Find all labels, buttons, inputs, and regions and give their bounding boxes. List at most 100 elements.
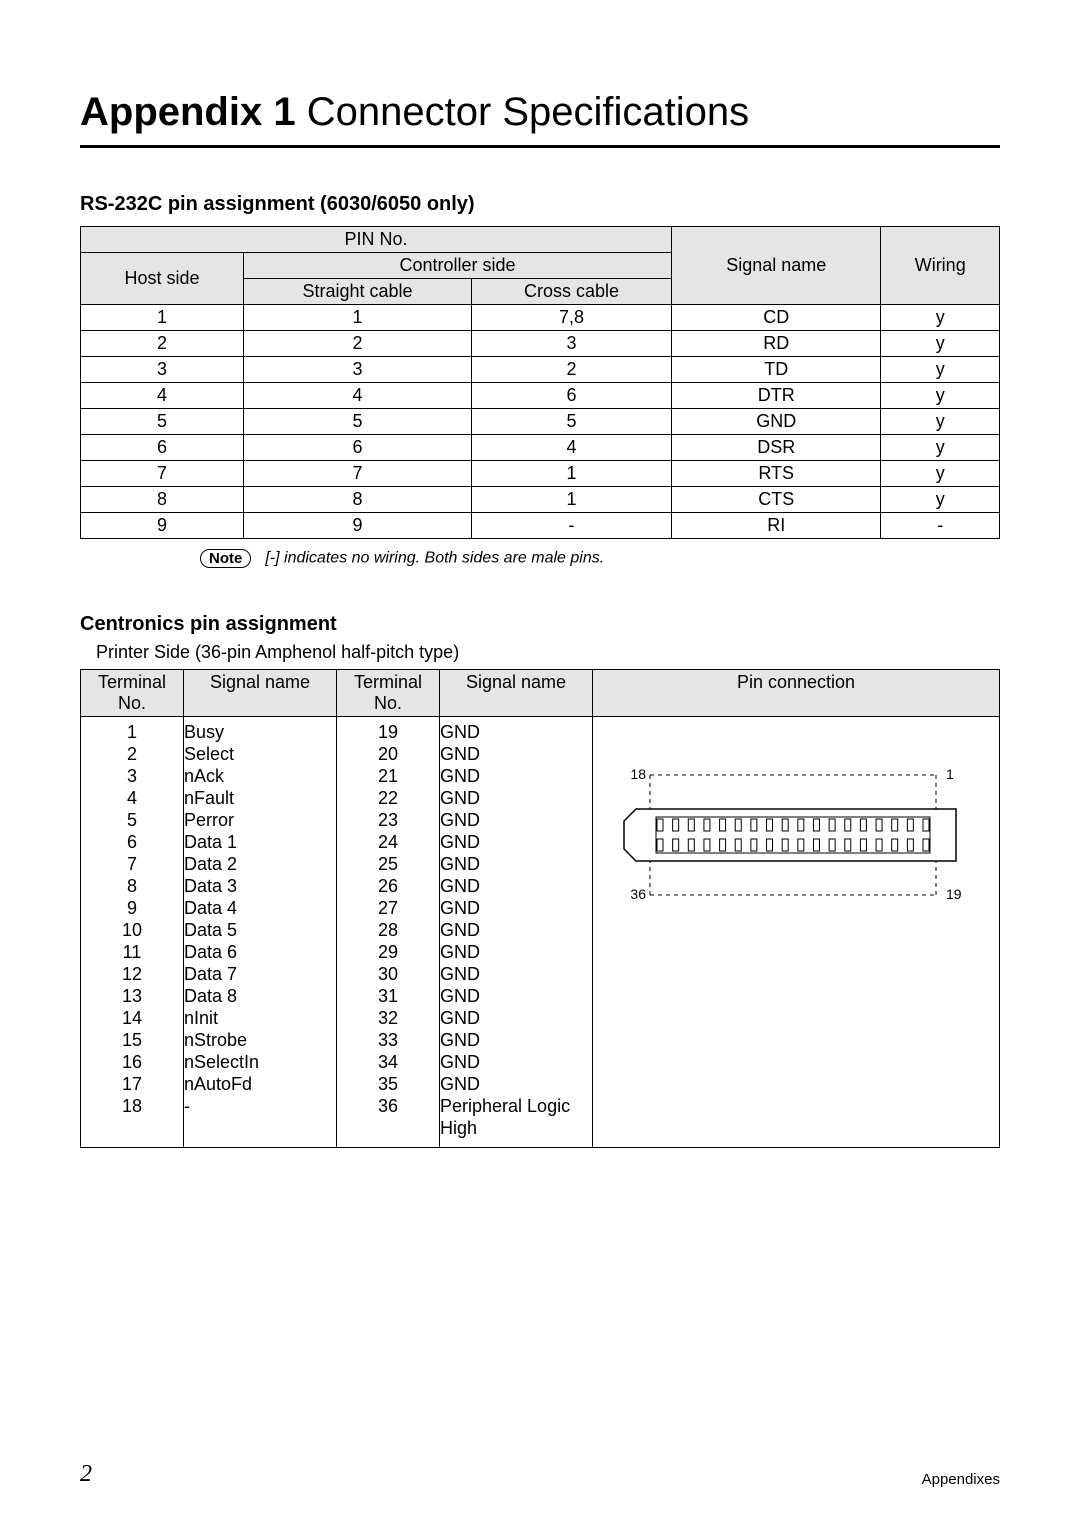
table-cell: y [881,461,1000,487]
list-item: 12 [81,963,183,985]
list-item: Peripheral Logic High [440,1095,592,1139]
list-item: 7 [81,853,183,875]
table-cell: 2 [244,331,472,357]
list-item: 23 [337,809,439,831]
list-item: Data 3 [184,875,336,897]
table-row: 99-RI- [81,513,1000,539]
table-row: 223RDy [81,331,1000,357]
list-item: Busy [184,721,336,743]
cent-left-name-col: BusySelectnAcknFaultPerrorData 1Data 2Da… [184,717,337,1148]
table-cell: TD [672,357,881,383]
list-item: 15 [81,1029,183,1051]
list-item: nFault [184,787,336,809]
footer: 2 Appendixes [80,1461,1000,1488]
list-item: 18 [81,1095,183,1117]
table-cell: y [881,487,1000,513]
centronics-heading: Centronics pin assignment [80,613,1000,636]
list-item: GND [440,809,592,831]
list-item: Data 4 [184,897,336,919]
footer-label: Appendixes [922,1471,1000,1488]
pin-connection-cell: 1813619 [593,717,1000,1148]
connector-diagram: 1813619 [616,749,976,919]
table-cell: 1 [471,487,671,513]
page-number: 2 [80,1461,92,1488]
list-item: Data 8 [184,985,336,1007]
list-item: nStrobe [184,1029,336,1051]
table-cell: y [881,331,1000,357]
rs232c-table: PIN No. Signal name Wiring Host side Con… [80,226,1000,539]
table-cell: 6 [244,435,472,461]
list-item: GND [440,897,592,919]
list-item: 13 [81,985,183,1007]
hdr-signal-name: Signal name [672,227,881,305]
list-item: 8 [81,875,183,897]
table-cell: GND [672,409,881,435]
list-item: GND [440,853,592,875]
list-item: GND [440,831,592,853]
list-item: 21 [337,765,439,787]
centronics-table: Terminal No. Signal name Terminal No. Si… [80,669,1000,1148]
table-cell: DTR [672,383,881,409]
table-cell: 3 [244,357,472,383]
list-item: nInit [184,1007,336,1029]
list-item: Data 5 [184,919,336,941]
list-item: 24 [337,831,439,853]
table-cell: RTS [672,461,881,487]
list-item: 9 [81,897,183,919]
list-item: GND [440,985,592,1007]
table-cell: 5 [81,409,244,435]
list-item: GND [440,1051,592,1073]
hdr-terminal-no-1: Terminal No. [81,670,184,717]
note-text: [-] indicates no wiring. Both sides are … [265,550,604,567]
rs232c-heading: RS-232C pin assignment (6030/6050 only) [80,193,1000,216]
cent-right-name-col: GNDGNDGNDGNDGNDGNDGNDGNDGNDGNDGNDGNDGNDG… [440,717,593,1148]
table-cell: 5 [244,409,472,435]
list-item: Data 2 [184,853,336,875]
table-cell: 8 [244,487,472,513]
hdr-pin-no: PIN No. [81,227,672,253]
table-cell: y [881,409,1000,435]
table-cell: - [881,513,1000,539]
table-cell: 2 [81,331,244,357]
table-cell: 1 [471,461,671,487]
table-cell: 2 [471,357,671,383]
svg-text:19: 19 [946,886,962,902]
list-item: 29 [337,941,439,963]
list-item: GND [440,787,592,809]
list-item: 31 [337,985,439,1007]
table-cell: 4 [81,383,244,409]
table-row: 881CTSy [81,487,1000,513]
centronics-subtext: Printer Side (36-pin Amphenol half-pitch… [96,642,1000,663]
table-row: 332TDy [81,357,1000,383]
table-cell: - [471,513,671,539]
list-item: 33 [337,1029,439,1051]
table-cell: 7 [81,461,244,487]
table-row: 664DSRy [81,435,1000,461]
table-cell: 5 [471,409,671,435]
list-item: GND [440,1073,592,1095]
table-cell: CTS [672,487,881,513]
svg-text:1: 1 [946,766,954,782]
list-item: 32 [337,1007,439,1029]
list-item: 3 [81,765,183,787]
hdr-signal-name-2: Signal name [440,670,593,717]
list-item: 30 [337,963,439,985]
table-cell: 6 [471,383,671,409]
list-item: 34 [337,1051,439,1073]
list-item: GND [440,743,592,765]
list-item: 5 [81,809,183,831]
list-item: GND [440,1007,592,1029]
list-item: 16 [81,1051,183,1073]
table-cell: 4 [471,435,671,461]
table-cell: 3 [81,357,244,383]
table-cell: y [881,305,1000,331]
title-bold: Appendix 1 [80,90,296,134]
list-item: 14 [81,1007,183,1029]
list-item: 22 [337,787,439,809]
list-item: 10 [81,919,183,941]
list-item: 1 [81,721,183,743]
table-cell: DSR [672,435,881,461]
list-item: 35 [337,1073,439,1095]
hdr-terminal-no-2: Terminal No. [337,670,440,717]
svg-text:36: 36 [630,886,646,902]
